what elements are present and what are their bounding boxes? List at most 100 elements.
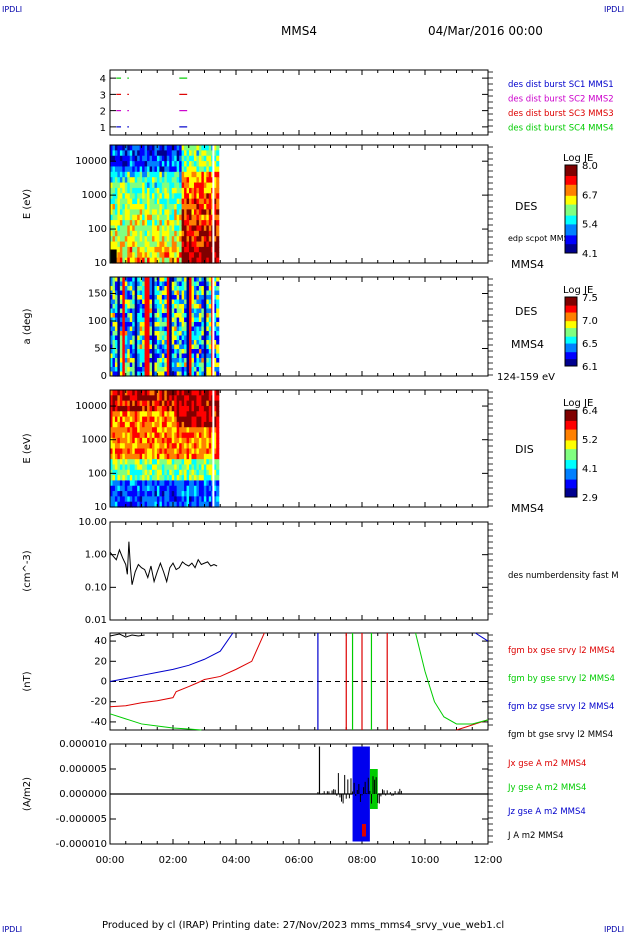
heatmap-cell (156, 416, 160, 423)
heatmap-cell (142, 193, 146, 200)
y-axis-label: (nT) (22, 671, 33, 691)
heatmap-cell (208, 469, 212, 476)
colorbar-cell (565, 449, 577, 452)
heatmap-cell (189, 400, 193, 407)
heatmap-cell (117, 166, 121, 173)
heatmap-cell (164, 491, 168, 497)
colorbar-cell (565, 233, 577, 236)
heatmap-cell (124, 453, 128, 460)
heatmap-cell (154, 230, 158, 237)
heatmap-cell (186, 313, 190, 319)
heatmap-cell (193, 367, 198, 373)
heatmap-cell (144, 182, 148, 189)
heatmap-cell (159, 308, 163, 314)
heatmap-cell (208, 475, 212, 482)
heatmap-cell (151, 475, 156, 482)
colorbar-tick-label: 6.7 (582, 190, 598, 201)
heatmap-cell (112, 281, 116, 287)
heatmap-cell (112, 400, 116, 407)
heatmap-cell (114, 344, 119, 350)
heatmap-cell (159, 349, 163, 355)
heatmap-cell (110, 464, 114, 471)
heatmap-cell (110, 459, 114, 466)
heatmap-cell (213, 496, 217, 503)
heatmap-cell (122, 496, 126, 503)
colorbar-frame (564, 409, 578, 498)
heatmap-cell (203, 411, 207, 418)
heatmap-cell (124, 220, 128, 227)
heatmap-cell (166, 214, 170, 221)
heatmap-cell (201, 187, 205, 194)
heatmap-cell (122, 246, 126, 253)
heatmap-cell (110, 400, 114, 407)
heatmap-cell (213, 344, 217, 350)
heatmap-cell (122, 277, 126, 283)
heatmap-cell (119, 367, 123, 373)
heatmap-cell (144, 395, 148, 402)
colorbar-cell (565, 334, 577, 338)
heatmap-cell (147, 225, 151, 232)
heatmap-cell (201, 317, 205, 323)
heatmap-cell (193, 427, 198, 434)
heatmap-cell (171, 443, 175, 450)
heatmap-cell (191, 290, 195, 296)
heatmap-cell (208, 349, 212, 355)
heatmap-cell (181, 177, 185, 184)
colorbar-cell (565, 473, 577, 476)
heatmap-cell (198, 491, 202, 497)
heatmap-cell (216, 496, 220, 503)
heatmap-cell (127, 432, 131, 439)
heatmap-cell (159, 161, 163, 168)
heatmap-cell (191, 171, 195, 178)
colorbar-tick-label: 6.4 (582, 406, 598, 417)
heatmap-cell (127, 241, 131, 248)
heatmap-cell (122, 241, 126, 248)
heatmap-cell (149, 145, 153, 151)
heatmap-cell (208, 395, 212, 402)
colorbar-tick-label: 4.1 (582, 249, 598, 260)
heatmap-cell (184, 313, 188, 319)
heatmap-cell (166, 225, 170, 232)
y-tick-label: 1000 (82, 190, 107, 201)
heatmap-cell (216, 214, 220, 221)
colorbar-cell (565, 171, 577, 175)
heatmap-cell (193, 358, 198, 364)
heatmap-cell (129, 427, 133, 434)
heatmap-cell (184, 326, 188, 332)
heatmap-cell (159, 182, 163, 189)
heatmap-cell (134, 281, 138, 287)
heatmap-cell (117, 501, 121, 508)
heatmap-cell (144, 295, 148, 301)
heatmap-cell (161, 453, 165, 460)
heatmap-cell (142, 390, 146, 396)
y-tick-label: 150 (88, 289, 107, 300)
heatmap-cell (110, 193, 114, 200)
heatmap-cell (184, 241, 188, 248)
heatmap-cell (164, 453, 168, 460)
heatmap-cell (132, 257, 136, 264)
legend-entry: des dist burst SC1 MMS1 (508, 80, 614, 90)
heatmap-cell (156, 241, 160, 248)
heatmap-cell (114, 469, 119, 476)
heatmap-cell (144, 485, 148, 492)
heatmap-cell (147, 427, 151, 434)
heatmap-cell (216, 453, 220, 460)
heatmap-cell (129, 353, 133, 359)
heatmap-cell (198, 214, 202, 221)
heatmap-cell (114, 166, 119, 173)
heatmap-cell (129, 390, 133, 396)
heatmap-cell (139, 427, 143, 434)
heatmap-cell (213, 313, 217, 319)
heatmap-cell (176, 411, 180, 418)
heatmap-cell (191, 225, 195, 232)
heatmap-cell (154, 331, 158, 337)
heatmap-cell (164, 395, 168, 402)
heatmap-cell (198, 485, 202, 492)
heatmap-cell (156, 155, 160, 162)
heatmap-cell (191, 214, 195, 221)
heatmap-cell (184, 198, 188, 205)
heatmap-cell (117, 416, 121, 423)
heatmap-cell (208, 182, 212, 189)
heatmap-cell (196, 295, 200, 301)
heatmap-cell (171, 331, 175, 337)
